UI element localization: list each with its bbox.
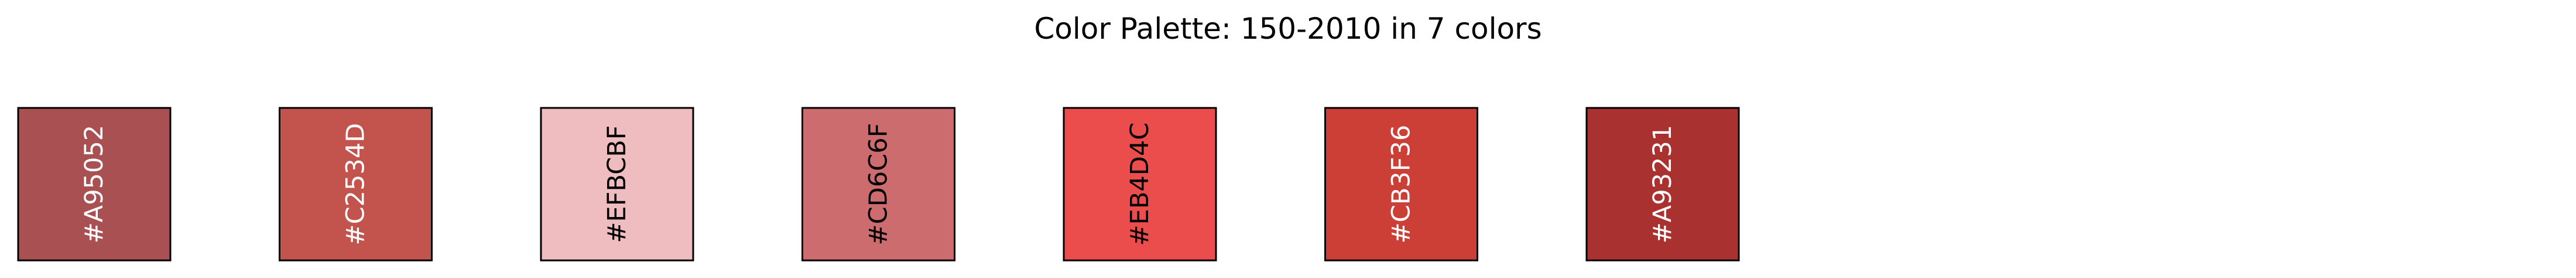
swatch-3-label: #EFBCBF	[602, 126, 632, 243]
chart-title: Color Palette: 150-2010 in 7 colors	[1034, 12, 1542, 46]
swatch-4	[801, 107, 955, 262]
swatch-5	[1063, 107, 1217, 262]
swatch-7	[1585, 107, 1740, 262]
swatch-2-label: #C2534D	[341, 123, 371, 246]
swatch-6-label: #CB3F36	[1387, 125, 1416, 243]
swatch-3	[540, 107, 694, 262]
swatch-1-label: #A95052	[80, 125, 109, 243]
swatch-1	[17, 107, 172, 262]
swatch-7-label: #A93231	[1648, 125, 1677, 243]
swatch-4-label: #CD6C6F	[864, 123, 893, 246]
swatch-2	[279, 107, 433, 262]
swatch-6	[1324, 107, 1478, 262]
swatch-5-label: #EB4D4C	[1125, 123, 1155, 246]
